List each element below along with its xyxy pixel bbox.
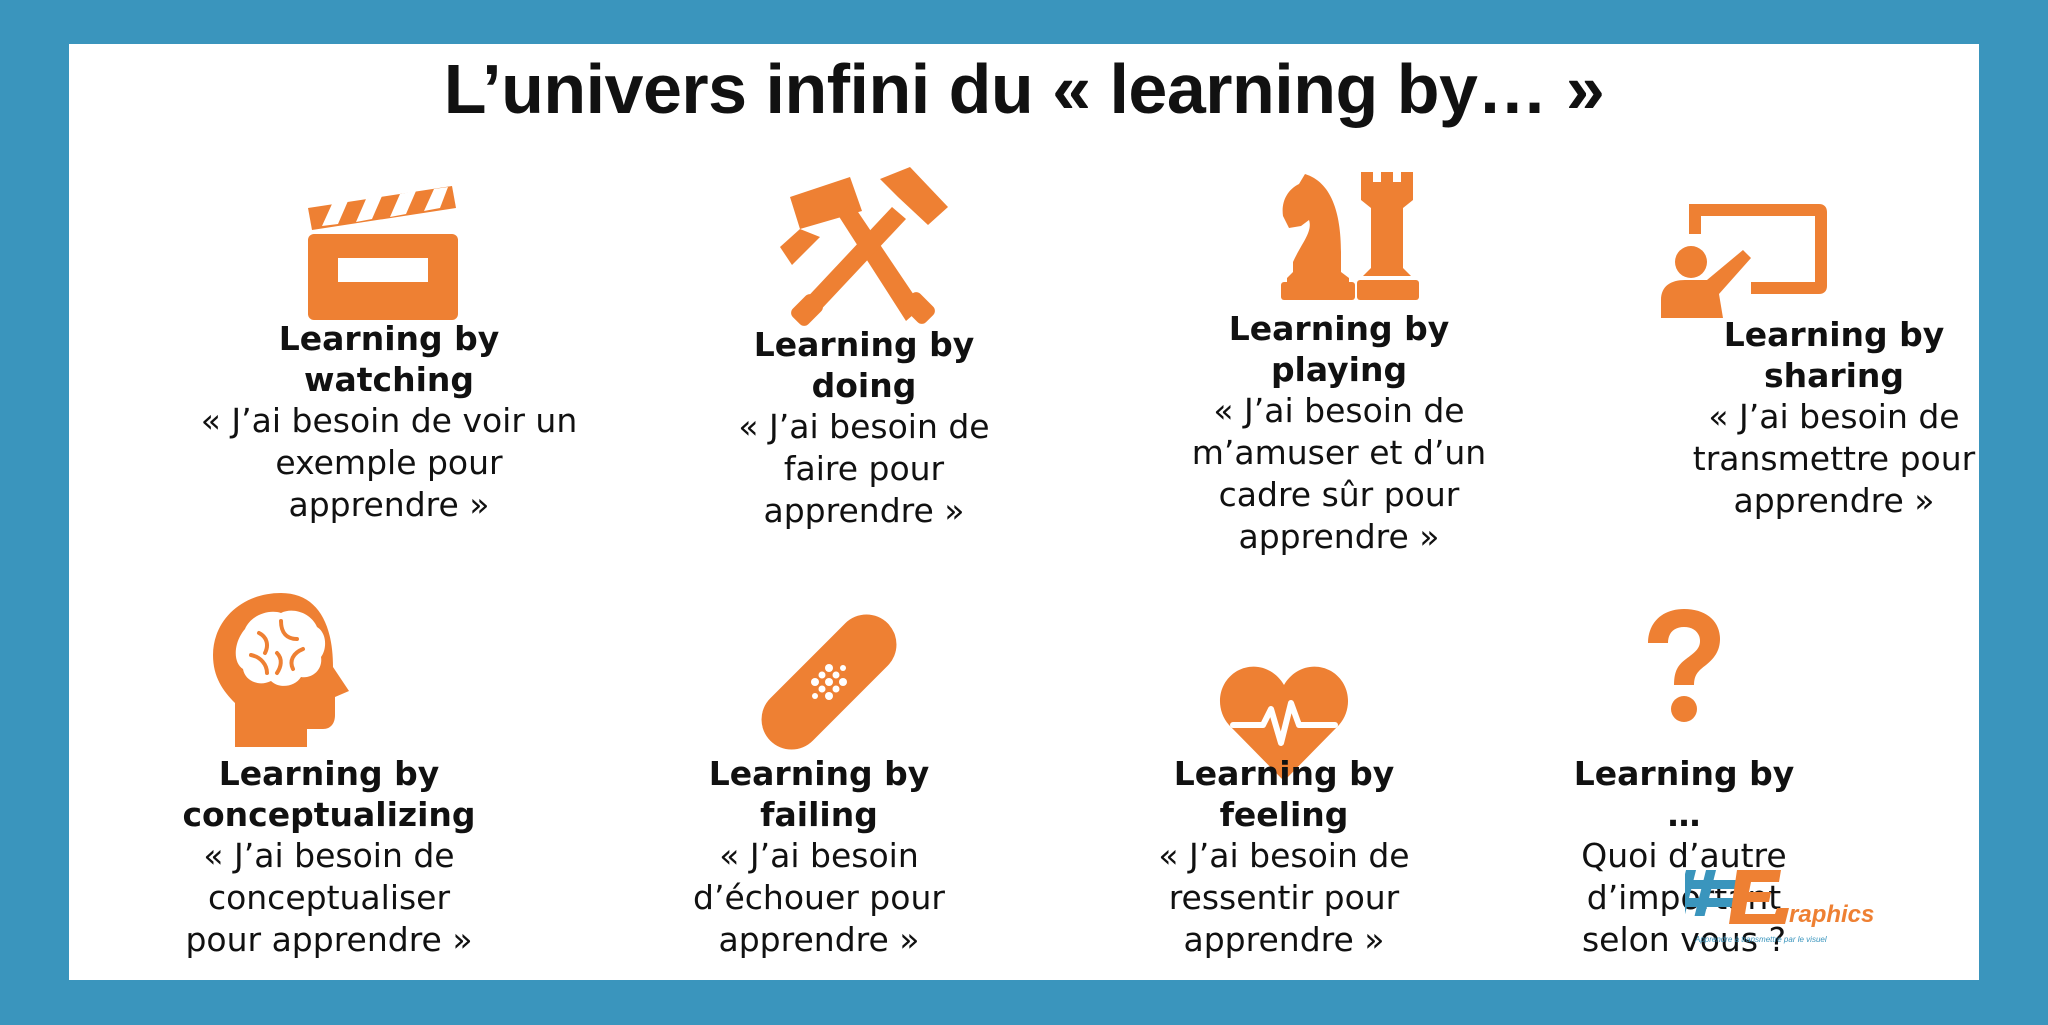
quote-line: « J’ai besoin de: [1213, 391, 1465, 430]
quote-line: ressentir pour: [1168, 878, 1400, 917]
card-heading: Learning by sharing: [1619, 314, 2048, 396]
heading-line: Learning by: [1573, 754, 1795, 793]
quote-line: d’échouer pour: [693, 878, 945, 917]
heading-line: Learning by: [1173, 754, 1395, 793]
logo-tagline: Apprendre à transmettre par le visuel: [1694, 935, 1827, 944]
quote-line: Quoi d’autre: [1581, 836, 1787, 875]
card-quote: « J’ai besoin d’échouer pour apprendre »: [614, 835, 1024, 961]
heading-line: Learning by: [278, 319, 500, 358]
heading-line: doing: [811, 366, 917, 405]
quote-line: transmettre pour: [1692, 439, 1976, 478]
quote-line: apprendre »: [1183, 920, 1385, 959]
card-heading: Learning by …: [1489, 753, 1879, 835]
quote-line: apprendre »: [288, 485, 490, 524]
heading-line: Learning by: [753, 325, 975, 364]
quote-line: apprendre »: [1733, 481, 1935, 520]
card-quote: « J’ai besoin de m’amuser et d’un cadre …: [1129, 390, 1549, 558]
heading-line: Learning by: [1723, 315, 1945, 354]
brain-head-icon: [211, 593, 351, 748]
card-conceptualizing: Learning by conceptualizing « J’ai besoi…: [119, 589, 539, 989]
quote-line: m’amuser et d’un: [1191, 433, 1487, 472]
card-heading: Learning by failing: [614, 753, 1024, 835]
heading-line: …: [1667, 795, 1701, 834]
heading-line: conceptualizing: [182, 795, 476, 834]
graphics-logo: raphics Apprendre à transmettre par le v…: [1674, 842, 1935, 952]
presenter-board-icon: [1659, 204, 1829, 319]
hash-mark-icon: [1674, 870, 1789, 924]
quote-line: apprendre »: [1238, 517, 1440, 556]
quote-line: « J’ai besoin de: [1158, 836, 1410, 875]
quote-line: « J’ai besoin de: [738, 407, 990, 446]
quote-line: exemple pour: [275, 443, 503, 482]
card-failing: Learning by failing « J’ai besoin d’écho…: [614, 589, 1024, 989]
card-watching: Learning by watching « J’ai besoin de vo…: [129, 174, 649, 574]
quote-line: conceptualiser: [207, 878, 451, 917]
quote-line: « J’ai besoin de voir un: [200, 401, 578, 440]
hammers-icon: [780, 167, 950, 327]
page-title: L’univers infini du « learning by… »: [443, 50, 1605, 128]
card-heading: Learning by doing: [654, 324, 1074, 406]
heading-line: watching: [303, 360, 474, 399]
card-heading: Learning by conceptualizing: [119, 753, 539, 835]
quote-line: selon vous ?: [1581, 920, 1787, 959]
heading-line: Learning by: [708, 754, 930, 793]
card-heading: Learning by watching: [129, 318, 649, 400]
quote-line: « J’ai besoin de: [203, 836, 455, 875]
card-quote: « J’ai besoin de faire pour apprendre »: [654, 406, 1074, 532]
quote-line: apprendre »: [718, 920, 920, 959]
chess-pieces-icon: [1279, 172, 1419, 302]
logo-text: raphics: [1789, 901, 1874, 928]
card-quote: « J’ai besoin de ressentir pour apprendr…: [1079, 835, 1489, 961]
quote-line: « J’ai besoin: [719, 836, 919, 875]
heading-line: feeling: [1219, 795, 1349, 834]
card-heading: Learning by playing: [1129, 308, 1549, 390]
card-quote: « J’ai besoin de conceptualiser pour app…: [119, 835, 539, 961]
heart-pulse-icon: [1219, 663, 1349, 783]
poster-frame: L’univers infini du « learning by… » Lea…: [69, 44, 1979, 980]
card-doing: Learning by doing « J’ai besoin de faire…: [654, 167, 1074, 574]
heading-line: Learning by: [218, 754, 440, 793]
quote-line: cadre sûr pour: [1218, 475, 1460, 514]
quote-line: faire pour: [783, 449, 945, 488]
quote-line: apprendre »: [763, 491, 965, 530]
card-quote: « J’ai besoin de voir un exemple pour ap…: [129, 400, 649, 526]
question-mark-icon: [1644, 609, 1724, 724]
heading-line: playing: [1270, 350, 1408, 389]
heading-line: Learning by: [1228, 309, 1450, 348]
quote-line: pour apprendre »: [185, 920, 473, 959]
card-feeling: Learning by feeling « J’ai besoin de res…: [1079, 589, 1489, 989]
card-playing: Learning by playing « J’ai besoin de m’a…: [1129, 172, 1549, 614]
card-sharing: Learning by sharing « J’ai besoin de tra…: [1619, 174, 2048, 574]
heading-line: failing: [760, 795, 878, 834]
card-quote: « J’ai besoin de transmettre pour appren…: [1619, 396, 2048, 522]
card-heading: Learning by feeling: [1079, 753, 1489, 835]
clapperboard-icon: [304, 186, 464, 321]
heading-line: sharing: [1763, 356, 1905, 395]
quote-line: « J’ai besoin de: [1708, 397, 1960, 436]
bandage-icon: [754, 607, 904, 757]
